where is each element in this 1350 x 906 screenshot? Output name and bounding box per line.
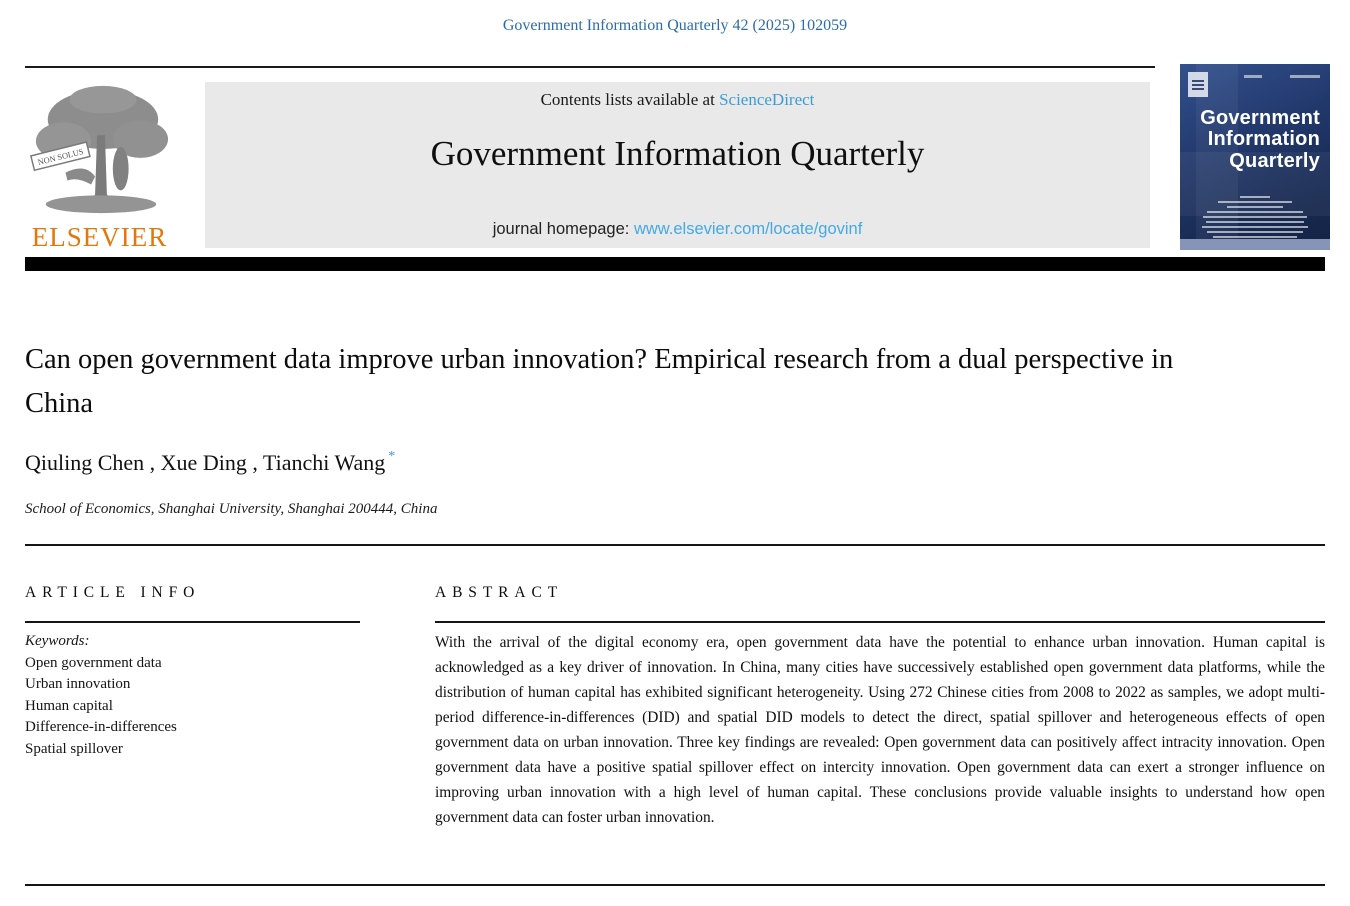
footer-divider bbox=[25, 884, 1325, 886]
keywords-block: Keywords: Open government data Urban inn… bbox=[25, 631, 365, 760]
journal-cover-thumbnail: Government Information Quarterly bbox=[1180, 64, 1330, 250]
homepage-link[interactable]: www.elsevier.com/locate/govinf bbox=[633, 220, 863, 238]
abstract-text: With the arrival of the digital economy … bbox=[435, 634, 1325, 826]
article-info-header: ARTICLE INFO bbox=[25, 584, 201, 601]
author-line: Qiuling Chen , Xue Ding , Tianchi Wang * bbox=[25, 448, 396, 476]
cover-editor-list bbox=[1180, 196, 1330, 243]
sciencedirect-link[interactable]: ScienceDirect bbox=[719, 90, 815, 109]
elsevier-logo: NON SOLUS ELSEVIER bbox=[22, 78, 177, 252]
abstract-header: ABSTRACT bbox=[435, 584, 564, 601]
section-divider bbox=[25, 544, 1325, 546]
contents-prefix: Contents lists available at bbox=[540, 90, 720, 109]
article-info-rule bbox=[25, 621, 360, 623]
homepage-prefix: journal homepage: bbox=[492, 220, 634, 238]
masthead-band: Contents lists available at ScienceDirec… bbox=[205, 82, 1150, 248]
cover-light-patch bbox=[1180, 152, 1330, 216]
corresponding-author-mark[interactable]: * bbox=[388, 448, 396, 464]
cover-issn-text bbox=[1290, 75, 1320, 78]
keyword-item: Human capital bbox=[25, 697, 113, 714]
keywords-label: Keywords: bbox=[25, 633, 90, 649]
article-title: Can open government data improve urban i… bbox=[25, 344, 1174, 419]
abstract-rule bbox=[435, 621, 1325, 623]
homepage-line: journal homepage: www.elsevier.com/locat… bbox=[205, 220, 1150, 239]
cover-issue-text bbox=[1244, 75, 1262, 78]
elsevier-tree-icon: NON SOLUS bbox=[22, 78, 177, 220]
top-divider bbox=[25, 66, 1155, 68]
elsevier-wordmark: ELSEVIER bbox=[31, 222, 168, 252]
keyword-item: Urban innovation bbox=[25, 676, 131, 692]
contents-line: Contents lists available at ScienceDirec… bbox=[205, 90, 1150, 110]
author-names: Qiuling Chen , Xue Ding , Tianchi Wang bbox=[25, 450, 386, 475]
journal-reference-link[interactable]: Government Information Quarterly 42 (202… bbox=[502, 17, 848, 34]
journal-title: Government Information Quarterly bbox=[430, 134, 925, 173]
keyword-item: Open government data bbox=[25, 654, 162, 671]
masthead-separator-bar bbox=[25, 257, 1325, 271]
affiliation: School of Economics, Shanghai University… bbox=[25, 501, 438, 517]
keyword-item: Difference-in-differences bbox=[25, 719, 177, 735]
cover-title: Government Information Quarterly bbox=[1200, 107, 1320, 172]
elsevier-mini-logo-icon bbox=[1188, 72, 1208, 97]
keyword-item: Spatial spillover bbox=[25, 740, 123, 757]
cover-bottom-strip bbox=[1180, 239, 1330, 250]
